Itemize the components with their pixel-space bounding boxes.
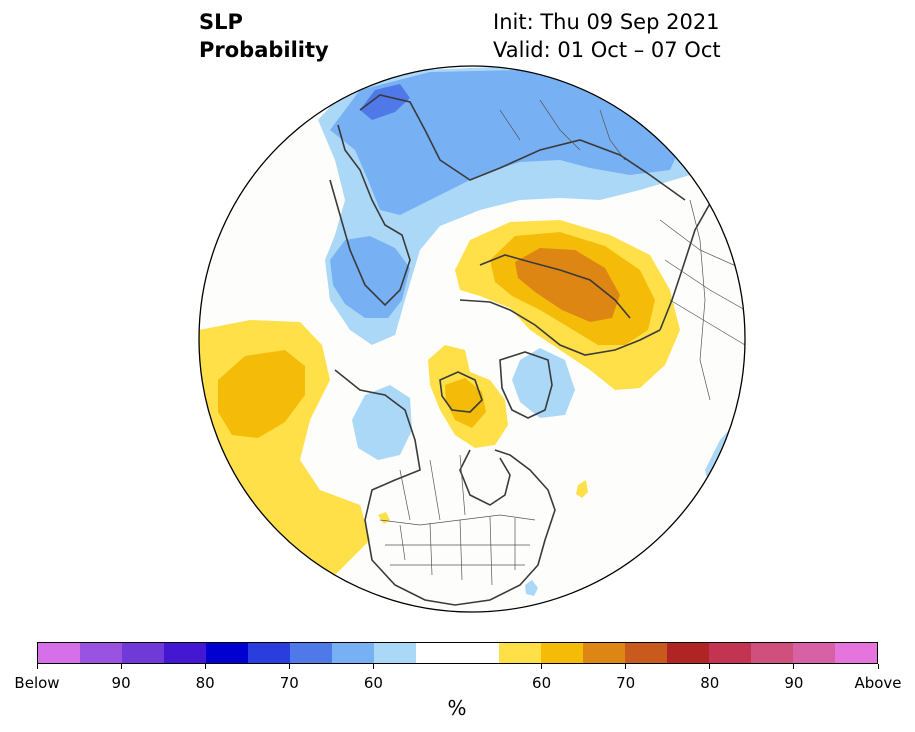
colorbar-cell: [121, 643, 164, 663]
coast-north-america: [334, 369, 556, 606]
title-left: SLP Probability: [199, 8, 329, 64]
colorbar-cell: [541, 643, 584, 663]
colorbar-tick-label: 60: [532, 674, 552, 692]
colorbar-cell: [38, 643, 80, 663]
colorbar-tick: [625, 664, 627, 669]
coast-canadian-islands: [439, 371, 483, 413]
border-asia-1: [659, 219, 745, 346]
below-scandinavia-medium: [330, 236, 410, 318]
title-right: Init: Thu 09 Sep 2021 Valid: 01 Oct – 07…: [493, 8, 721, 64]
coast-greenland: [499, 351, 553, 419]
below-small-patch-light: [525, 580, 538, 596]
above-siberia-dark: [515, 248, 620, 322]
colorbar-cell: [205, 643, 248, 663]
polar-map: [198, 65, 746, 613]
colorbar-cell: [625, 643, 668, 663]
border-us-states-2: [385, 544, 530, 566]
colorbar: [37, 642, 878, 664]
below-siberia-coast-light: [512, 348, 575, 418]
coast-siberia-inner: [479, 254, 631, 319]
colorbar-tick: [372, 664, 374, 669]
coast-hudson-bay: [459, 449, 511, 506]
border-canada: [399, 454, 466, 521]
colorbar-cell: [751, 643, 794, 663]
colorbar-cell: [331, 643, 374, 663]
colorbar-tick-label: 70: [616, 674, 636, 692]
coast-scandinavia: [359, 94, 686, 201]
colorbar-cell: [373, 643, 416, 663]
colorbar-tick: [877, 664, 879, 669]
colorbar-tick: [709, 664, 711, 669]
colorbar-tick-label: 60: [363, 674, 383, 692]
colorbar-cell: [163, 643, 206, 663]
variable-title: SLP: [199, 10, 243, 34]
map-content: [199, 66, 745, 612]
colorbar-cell: [667, 643, 710, 663]
colorbar-tick-label: 70: [279, 674, 299, 692]
border-asia-2: [689, 199, 711, 401]
colorbar-cell: [793, 643, 836, 663]
colorbar-tick: [204, 664, 206, 669]
colorbar-tick-label: 80: [195, 674, 215, 692]
colorbar-cell: [499, 643, 542, 663]
colorbar-cell: [835, 643, 878, 663]
coast-europe: [329, 124, 411, 307]
colorbar-unit: %: [447, 696, 467, 720]
colorbar-cell: [457, 643, 500, 663]
above-atlantic-patch: [576, 480, 588, 498]
colorbar-tick-label: 80: [700, 674, 720, 692]
colorbar-tick: [120, 664, 122, 669]
colorbar-tick-label: Above: [854, 674, 902, 692]
colorbar-cell: [289, 643, 332, 663]
colorbar-cell: [583, 643, 626, 663]
colorbar-tick: [541, 664, 543, 669]
coastlines: [329, 94, 713, 606]
below-russia-medium: [330, 70, 680, 215]
colorbar-tick-label: Below: [14, 674, 60, 692]
colorbar-tick: [36, 664, 38, 669]
colorbar-cell: [709, 643, 752, 663]
colorbar-cell: [79, 643, 122, 663]
borders: [379, 99, 745, 586]
above-hudson-medium: [445, 378, 486, 428]
coast-east-asia: [659, 199, 713, 331]
colorbar-tick: [793, 664, 795, 669]
border-us-states-1: [399, 516, 516, 586]
colorbar-tick-label: 90: [784, 674, 804, 692]
valid-date: Valid: 01 Oct – 07 Oct: [493, 38, 721, 62]
border-europe: [499, 99, 626, 161]
colorbar-tick-label: 90: [111, 674, 131, 692]
coast-siberia-north: [459, 299, 661, 356]
above-pacific-medium: [218, 350, 305, 438]
below-arctic-dark: [360, 84, 410, 120]
colorbar-cell: [247, 643, 290, 663]
product-title: Probability: [199, 38, 329, 62]
colorbar-cell: [415, 643, 458, 663]
colorbar-tick: [288, 664, 290, 669]
globe-outline: [198, 65, 746, 613]
init-date: Init: Thu 09 Sep 2021: [493, 10, 720, 34]
